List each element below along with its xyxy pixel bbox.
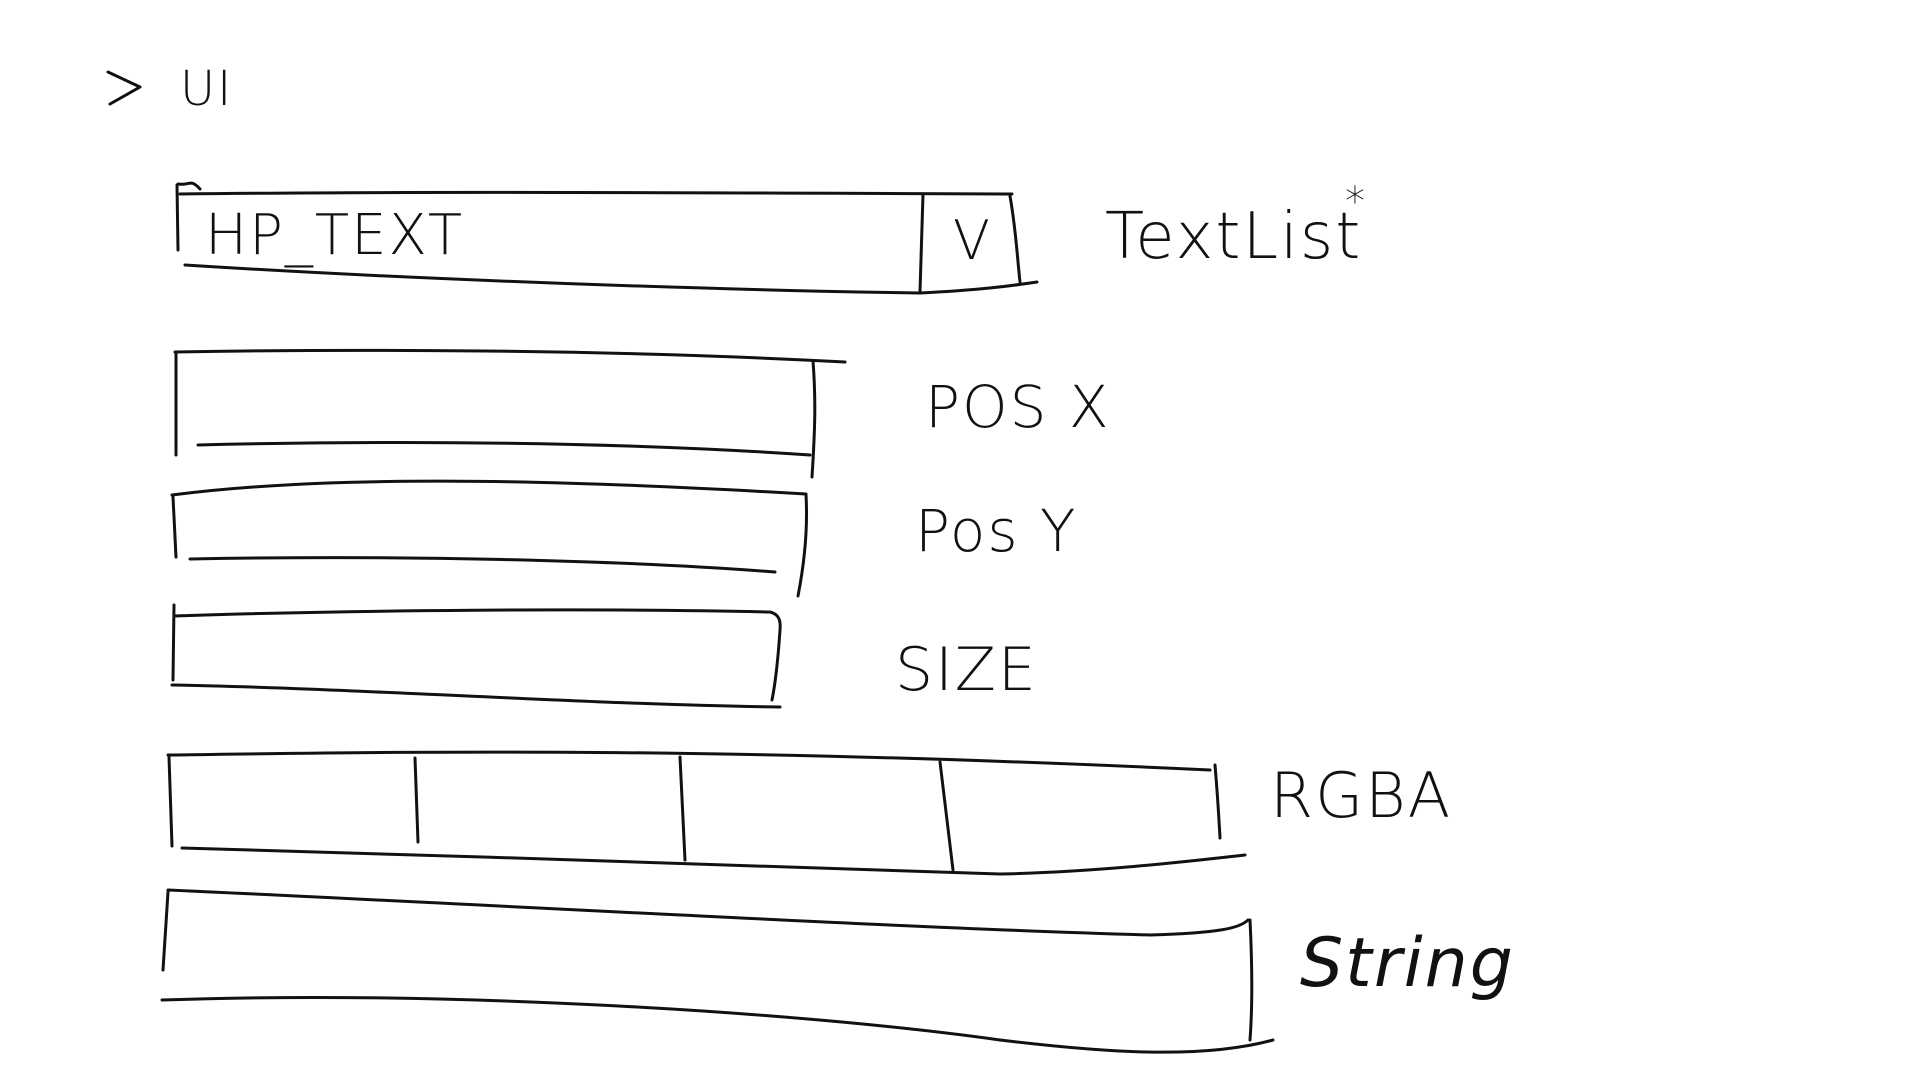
rgba-b-input[interactable] (685, 760, 937, 855)
rgba-label: RGBA (1270, 759, 1453, 832)
text-select-value: HP_TEXT (205, 203, 465, 268)
textlist-label: TextList (1105, 200, 1363, 274)
chevron-down-icon: V (953, 209, 992, 272)
text-select-dropdown[interactable]: HP_TEXT (180, 194, 920, 279)
rgba-outline (166, 750, 1247, 876)
string-label: String (1300, 924, 1515, 1003)
chevron-right-icon (106, 70, 142, 106)
rgba-r-input[interactable] (173, 762, 413, 844)
pos-y-input[interactable] (180, 495, 800, 563)
ui-section-header[interactable]: UI (95, 50, 265, 120)
rgba-a-input[interactable] (955, 768, 1213, 853)
dropdown-toggle-button[interactable]: V (925, 196, 1013, 286)
text-select-outline (175, 181, 1039, 295)
section-title: UI (180, 61, 234, 117)
string-input[interactable] (172, 910, 1242, 1010)
rgba-g-input[interactable] (420, 760, 678, 848)
pos-x-label: POS X (925, 373, 1111, 441)
pos-x-input[interactable] (180, 360, 810, 448)
required-marker: * (1345, 179, 1367, 225)
size-input[interactable] (178, 615, 776, 693)
size-label: SIZE (895, 635, 1038, 705)
pos-y-label: Pos Y (915, 497, 1078, 565)
